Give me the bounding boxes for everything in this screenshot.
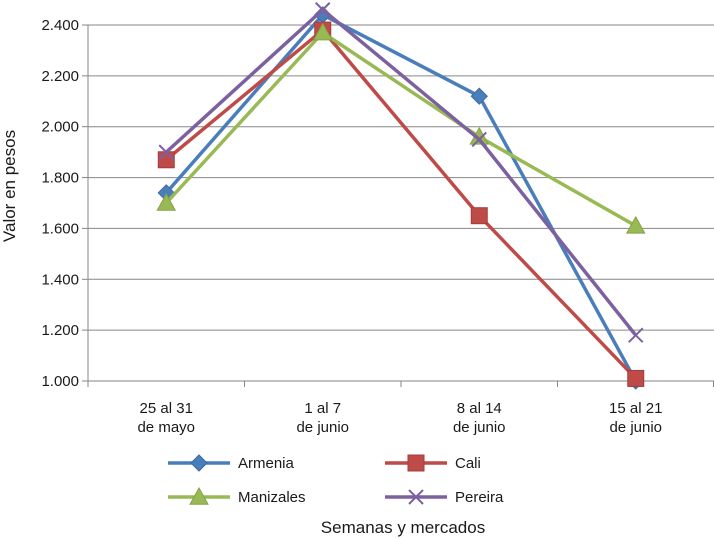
x-tick-label: 8 al 14 de junio [453,400,506,436]
data-point-pereira [471,131,487,148]
legend-label: Cali [455,455,481,472]
y-tick-label: 1.400 [41,271,79,288]
legend-marker-cali [407,454,425,472]
series-line-armenia [164,13,638,382]
series-pereira [158,2,644,343]
legend-item-armenia: Armenia [168,454,295,472]
y-tick-label: 1.000 [41,373,79,390]
series-cali [157,21,645,387]
y-tick-label: 2.000 [41,119,79,136]
y-tick-label: 1.600 [41,220,79,237]
y-tick-label: 1.200 [41,322,79,339]
legend-marker-manizales [189,486,209,505]
data-point-manizales [156,192,177,211]
x-tick-label: 15 al 21 de junio [609,400,662,436]
legend-item-manizales: Manizales [168,486,306,506]
y-tick-label: 1.800 [41,170,79,187]
series-line-cali [165,28,638,380]
series-line-manizales [164,30,637,228]
data-point-pereira [628,327,644,343]
legend-item-pereira: Pereira [385,489,504,506]
data-point-pereira [158,144,174,160]
legend-item-cali: Cali [385,454,481,472]
data-point-cali [157,151,175,169]
series-manizales [156,22,646,234]
legend-label: Pereira [455,489,504,506]
data-point-cali [627,369,645,387]
series-layer [156,2,646,390]
x-axis-title: Semanas y mercados [321,518,485,537]
y-axis-title: Valor en pesos [0,130,19,242]
x-tick-label: 25 al 31 de mayo [137,400,195,436]
legend: Armenia Cali Manizales Pereira [168,454,504,506]
x-tick-label: 1 al 7 de junio [296,400,349,436]
x-tick-labels: 25 al 31 de mayo 1 al 7 de junio 8 al 14 de j… [137,400,662,436]
data-point-manizales [625,215,646,234]
data-point-manizales [312,22,333,41]
gridlines [82,24,714,382]
data-point-pereira [315,2,331,18]
legend-marker-pereira [408,489,424,505]
data-point-cali [470,207,488,225]
legend-label: Armenia [238,455,295,472]
data-point-armenia [470,87,488,105]
series-line-pereira [165,7,638,337]
axes [87,25,714,387]
y-tick-labels: 1.000 1.200 1.400 1.600 1.800 2.000 2.200 2.400 [41,17,79,390]
legend-marker-armenia [190,454,208,472]
y-tick-label: 2.400 [41,17,79,34]
y-tick-label: 2.200 [41,68,79,85]
series-armenia [157,6,645,390]
legend-label: Manizales [238,489,306,506]
